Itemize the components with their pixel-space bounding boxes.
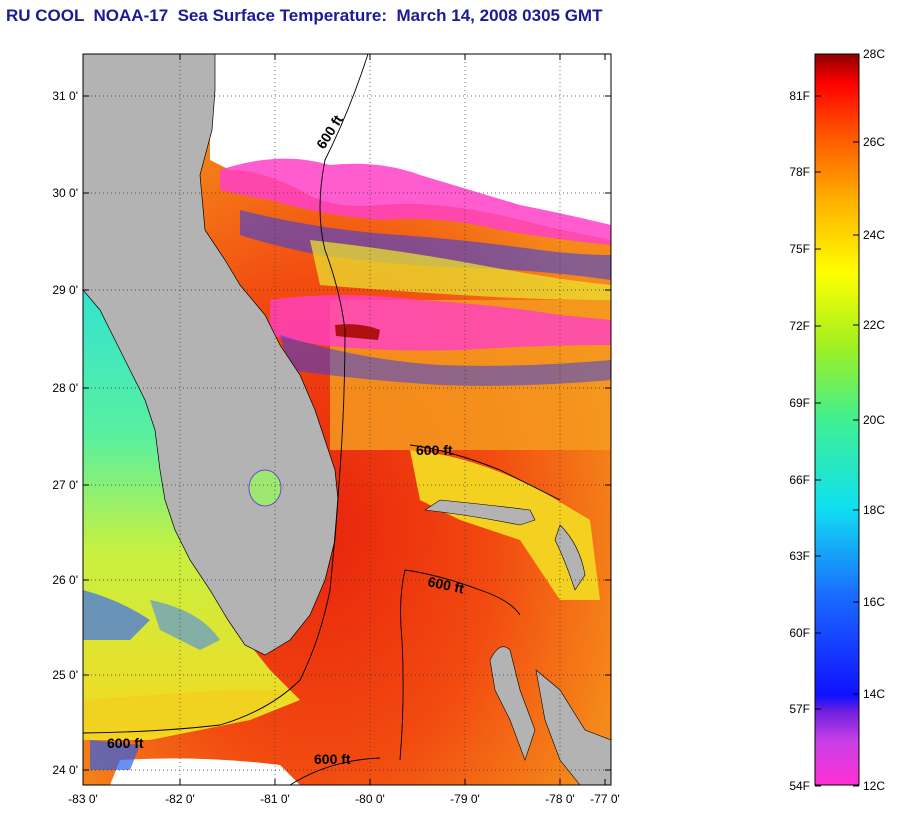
colorbar-celsius-labels: 28C 26C 24C 22C 20C 18C 16C 14C 12C (863, 47, 885, 793)
colorbar-f-label: 57F (789, 702, 810, 716)
colorbar-f-label: 60F (789, 626, 810, 640)
longitude-label: -82 0' (165, 792, 195, 806)
colorbar-f-label: 72F (789, 319, 810, 333)
axis-ticks (82, 54, 611, 785)
latitude-label: 30 0' (52, 186, 78, 200)
contour-label-bahamas: 600 ft (416, 442, 453, 458)
colorbar-f-label: 66F (789, 473, 810, 487)
latitude-label: 25 0' (52, 668, 78, 682)
gridlines (83, 54, 611, 785)
colorbar-f-label: 78F (789, 165, 810, 179)
longitude-label: -81 0' (260, 792, 290, 806)
colorbar-ticks (815, 53, 859, 787)
map-frame (82, 53, 612, 786)
longitude-label: -83 0' (68, 792, 98, 806)
latitude-label: 26 0' (52, 573, 78, 587)
colorbar-f-label: 75F (789, 242, 810, 256)
longitude-label: -79 0' (450, 792, 480, 806)
colorbar-c-label: 16C (863, 595, 885, 609)
longitude-label: -77 0' (590, 792, 620, 806)
colorbar (814, 53, 860, 786)
contour-label-west: 600 ft (107, 735, 144, 751)
latitude-labels: 31 0' 30 0' 29 0' 28 0' 27 0' 26 0' 25 0' 24 0' (52, 89, 78, 777)
colorbar-f-label: 54F (789, 779, 810, 793)
contour-label-south: 600 ft (314, 751, 351, 767)
map-plot-area: 600 ft 600 ft 600 ft 600 ft 600 ft (83, 54, 611, 785)
colorbar-c-label: 28C (863, 47, 885, 61)
colorbar-c-label: 14C (863, 687, 885, 701)
colorbar-c-label: 26C (863, 135, 885, 149)
longitude-label: -78 0' (545, 792, 575, 806)
longitude-label: -80 0' (355, 792, 385, 806)
chart-title: RU COOL NOAA-17 Sea Surface Temperature:… (6, 6, 603, 25)
latitude-label: 29 0' (52, 283, 78, 297)
colorbar-c-label: 12C (863, 779, 885, 793)
contour-label-tongue: 600 ft (426, 573, 465, 596)
latitude-label: 28 0' (52, 381, 78, 395)
longitude-labels: -83 0' -82 0' -81 0' -80 0' -79 0' -78 0' -77 … (68, 792, 620, 806)
colorbar-f-label: 63F (789, 549, 810, 563)
colorbar-c-label: 22C (863, 318, 885, 332)
colorbar-c-label: 18C (863, 503, 885, 517)
colorbar-fahrenheit-labels: 81F 78F 75F 72F 69F 66F 63F 60F 57F 54F (789, 89, 810, 793)
colorbar-c-label: 20C (863, 413, 885, 427)
latitude-label: 24 0' (52, 763, 78, 777)
colorbar-f-label: 69F (789, 396, 810, 410)
latitude-label: 31 0' (52, 89, 78, 103)
colorbar-c-label: 24C (863, 228, 885, 242)
latitude-label: 27 0' (52, 478, 78, 492)
colorbar-f-label: 81F (789, 89, 810, 103)
